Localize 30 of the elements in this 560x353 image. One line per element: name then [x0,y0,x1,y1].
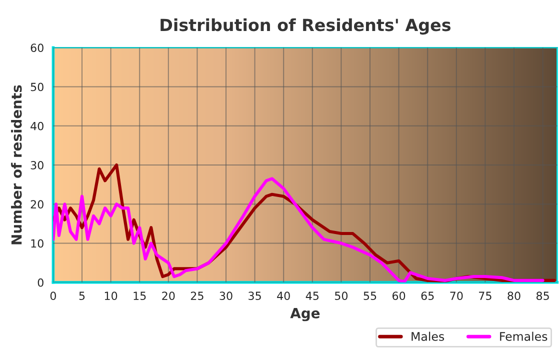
x-tick-label: 65 [421,292,434,300]
y-tick-label: 10 [31,239,44,248]
x-tick-label: 35 [248,292,261,300]
y-tick-label: 30 [30,161,44,170]
x-tick-label: 55 [364,292,376,300]
chart-title: Distribution of Residents' Ages [160,18,451,35]
x-tick-label: 70 [450,292,463,300]
x-tick-label: 45 [306,292,318,300]
x-tick-label: 60 [392,292,406,300]
legend-label: Males [412,332,444,341]
x-tick-label: 10 [104,292,118,300]
x-tick-label: 30 [220,292,232,300]
y-axis-title: Number of residents [11,85,22,244]
x-axis-title: Age [290,308,320,322]
y-tick-label: 60 [30,44,44,52]
y-tick-label: 20 [30,200,44,209]
legend-label: Females [500,332,548,341]
x-tick-label: 80 [508,292,520,300]
x-tick-label: 5 [79,292,85,300]
x-tick-label: 0 [50,292,56,300]
x-tick-label: 20 [162,292,175,300]
x-tick-label: 75 [479,292,492,300]
y-tick-label: 0 [38,278,44,287]
x-tick-label: 15 [134,292,146,300]
y-tick-label: 50 [30,82,44,92]
x-tick-label: 40 [277,292,290,300]
x-tick-label: 50 [334,292,348,300]
x-tick-label: 25 [190,292,204,300]
x-tick-label: 85 [536,292,549,300]
y-tick-label: 40 [30,122,44,130]
